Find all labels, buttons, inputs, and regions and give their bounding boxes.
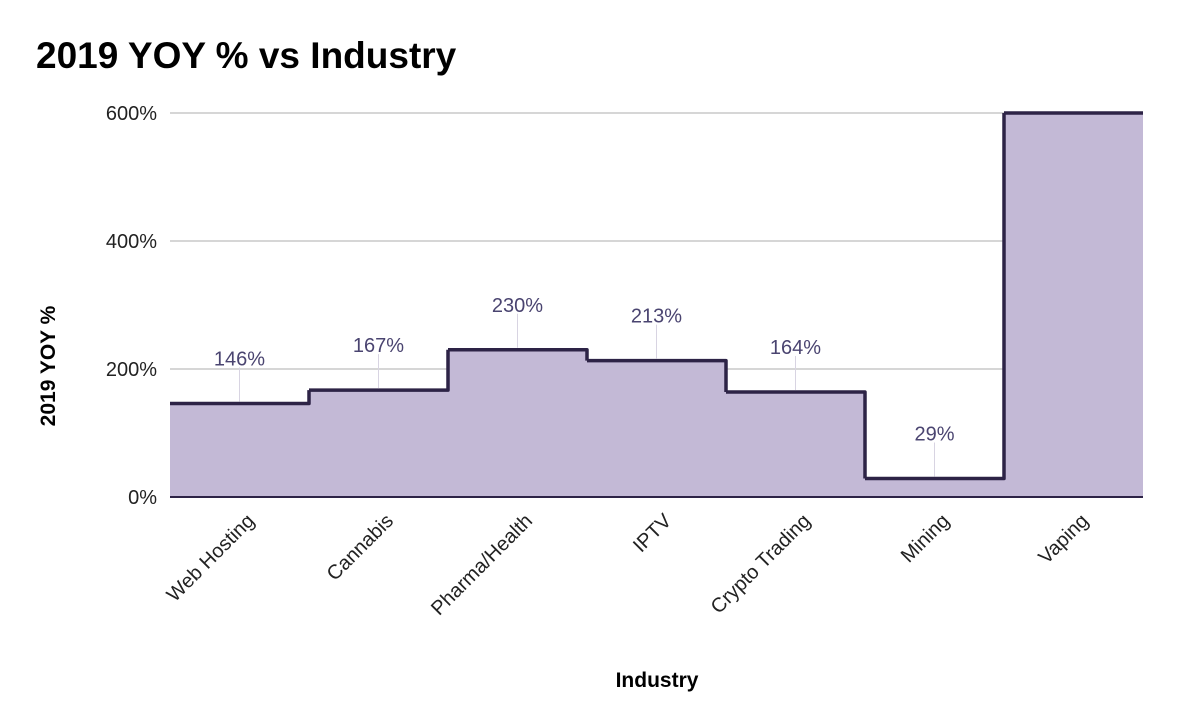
data-label: 164% [770,337,821,359]
y-tick-label: 200% [106,359,157,381]
area-fill [170,113,1143,497]
y-tick-label: 400% [106,231,157,253]
y-axis-ticks: 0% 200% 400% 600% [106,103,157,509]
x-category-label: Crypto Trading [707,510,815,618]
x-category-label: Cannabis [323,510,398,585]
step-segment-1 [170,390,311,406]
y-tick-label: 0% [128,487,157,509]
x-category-label: IPTV [629,510,676,557]
x-category-label: Web Hosting [163,510,259,606]
x-category-label: Vaping [1034,510,1093,569]
data-label: 213% [631,306,682,328]
step-segment-6 [865,113,1006,481]
step-segment-5 [726,390,867,479]
x-category-label: Mining [897,510,954,567]
data-label: 167% [353,335,404,357]
x-axis-title: Industry [616,669,699,692]
step-segment-3 [448,348,589,361]
chart-title: 2019 YOY % vs Industry [36,35,457,76]
step-segment-2 [309,349,450,392]
data-label: 230% [492,295,543,317]
data-label: 29% [914,423,954,445]
plot-area [170,111,1143,498]
data-label: 146% [214,349,265,371]
x-axis-categories: Web Hosting Cannabis Pharma/Health IPTV Cryp… [163,510,1093,620]
y-tick-label: 600% [106,103,157,125]
y-axis-title: 2019 YOY % [37,305,60,426]
step-segment-4 [587,358,728,393]
x-category-label: Pharma/Health [427,510,537,620]
data-labels: 146% 167% 230% 213% 164% 29% [214,295,955,477]
